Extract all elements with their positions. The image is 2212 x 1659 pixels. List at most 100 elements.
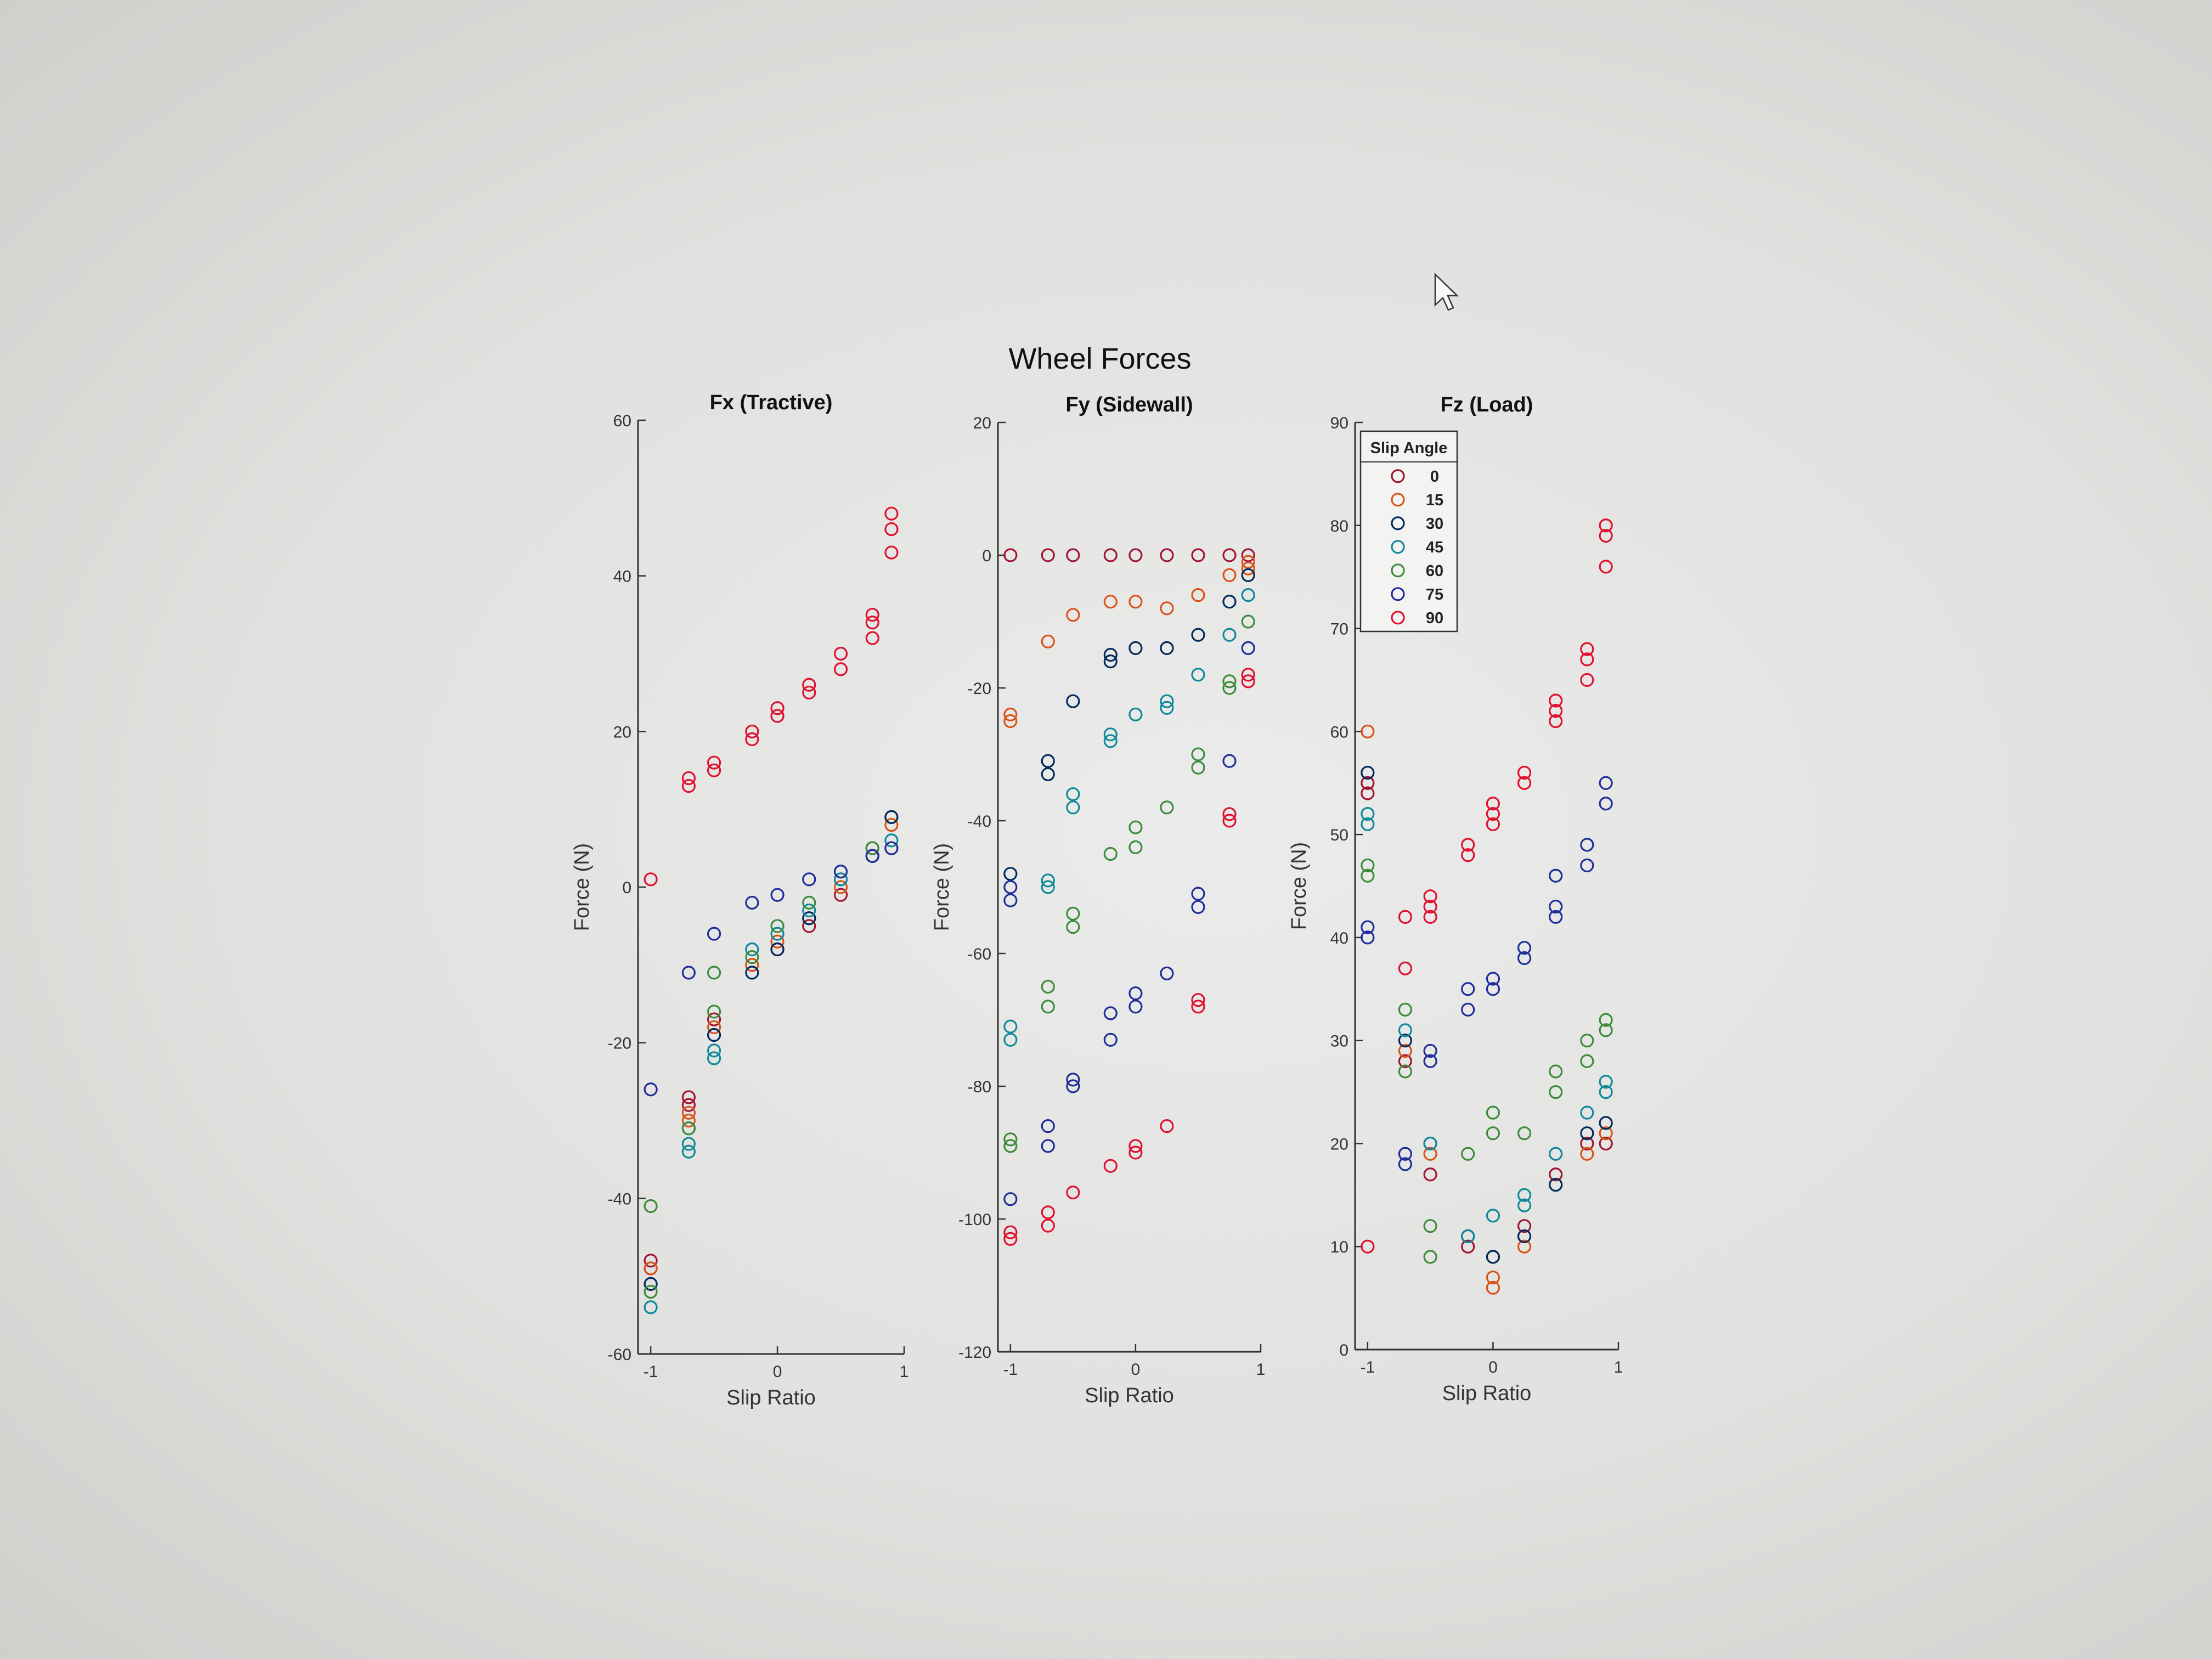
data-point (1128, 1139, 1143, 1153)
data-point (1398, 961, 1413, 975)
subplot-1[interactable]: -60 -40 -20 0 20 40 60 -1 0 1 Fx (Tractive) Slip Ra… (571, 391, 909, 1409)
data-point (745, 966, 759, 980)
data-point (1222, 568, 1237, 582)
subplot-3[interactable]: 0 10 20 30 40 50 60 70 80 90 -1 0 1 Fz (Load) Slip Rat… (1288, 393, 1623, 1405)
data-point (1041, 548, 1055, 562)
data-point (644, 1300, 658, 1314)
data-point (1128, 820, 1143, 834)
legend[interactable]: Slip Angle 0 15 30 45 60 75 90 (1359, 430, 1458, 633)
data-point (1241, 555, 1255, 569)
data-point (1361, 786, 1375, 800)
subplot-title: Fz (Load) (1441, 393, 1533, 416)
data-point (1361, 806, 1375, 821)
data-point (1461, 838, 1475, 852)
data-point (1191, 760, 1205, 775)
legend-marker (1391, 493, 1405, 507)
data-point (1461, 1147, 1475, 1161)
x-axis-label: Slip Ratio (726, 1386, 816, 1409)
legend-item-45[interactable]: 45 (1391, 539, 1443, 556)
data-point (1103, 727, 1118, 742)
data-point (1041, 1139, 1055, 1153)
data-point (1486, 797, 1500, 811)
data-point (1066, 906, 1080, 921)
data-point (833, 880, 848, 894)
data-point (1517, 1198, 1532, 1212)
data-point (1041, 979, 1055, 994)
data-point (1398, 1157, 1413, 1171)
data-point (1003, 1225, 1018, 1239)
subplot-title: Fy (Sidewall) (1065, 393, 1193, 416)
legend-label: 75 (1426, 586, 1443, 603)
legend-marker (1391, 611, 1405, 625)
data-point (1103, 847, 1118, 861)
legend-item-75[interactable]: 75 (1391, 586, 1443, 603)
data-point (770, 942, 785, 957)
y-tick-label: 20 (613, 723, 631, 741)
data-point (707, 927, 721, 941)
subplot-2[interactable]: -120 -100 -80 -60 -40 -20 0 20 -1 0 1 Fy (Sidewall)… (930, 393, 1265, 1407)
data-point (1103, 595, 1118, 609)
data-point (707, 1012, 721, 1026)
data-point (833, 662, 848, 676)
data-point (745, 942, 759, 957)
legend-box (1359, 430, 1458, 633)
data-point (707, 1043, 721, 1058)
data-point (833, 888, 848, 902)
legend-label: 90 (1426, 610, 1443, 627)
data-point (1398, 1043, 1413, 1058)
data-point (1041, 1000, 1055, 1014)
legend-item-60[interactable]: 60 (1391, 562, 1443, 580)
legend-item-15[interactable]: 15 (1391, 492, 1443, 509)
y-tick-label: 0 (1339, 1341, 1348, 1359)
data-point (865, 631, 879, 645)
data-point (681, 779, 696, 793)
y-axis-label: Force (N) (571, 843, 594, 931)
y-tick-label: -40 (968, 812, 991, 831)
series-slip-angle-90 (1361, 518, 1613, 1254)
data-point (1549, 1064, 1563, 1079)
data-point (1486, 1270, 1500, 1285)
data-point (1461, 848, 1475, 862)
legend-label: 15 (1426, 492, 1443, 509)
data-point (644, 1277, 658, 1291)
data-point (865, 849, 879, 863)
data-point (884, 817, 899, 832)
data-point (884, 841, 899, 855)
data-point (1423, 889, 1437, 904)
figure-title: Wheel Forces (1008, 342, 1191, 375)
data-point (1398, 1023, 1413, 1037)
series-slip-angle-60 (1361, 858, 1613, 1264)
data-point (1580, 838, 1594, 852)
data-point (1580, 673, 1594, 687)
series-slip-angle-30 (644, 810, 899, 1291)
data-point (1517, 1239, 1532, 1254)
data-point (1041, 1218, 1055, 1233)
y-tick-label: 90 (1330, 414, 1348, 432)
series-slip-angle-75 (1361, 776, 1613, 1171)
data-point (1003, 1139, 1018, 1153)
data-point (1423, 899, 1437, 914)
data-point (1361, 1239, 1375, 1254)
data-point (1549, 1167, 1563, 1182)
data-point (1003, 1019, 1018, 1034)
legend-title: Slip Angle (1370, 439, 1448, 457)
data-point (745, 732, 759, 747)
data-point (1103, 1032, 1118, 1047)
legend-item-0[interactable]: 0 (1391, 468, 1439, 486)
data-point (1003, 1132, 1018, 1147)
data-point (1066, 787, 1080, 802)
data-point (802, 903, 816, 918)
data-point (1549, 714, 1563, 729)
legend-item-30[interactable]: 30 (1391, 515, 1443, 533)
data-point (681, 1144, 696, 1159)
data-point (1599, 560, 1613, 574)
data-point (1191, 993, 1205, 1007)
legend-item-90[interactable]: 90 (1391, 610, 1443, 627)
data-point (1517, 941, 1532, 955)
data-point (1191, 668, 1205, 682)
data-point (1222, 548, 1237, 562)
data-point (681, 1090, 696, 1104)
x-tick-label: -1 (644, 1363, 658, 1381)
data-point (1486, 1209, 1500, 1223)
data-point (770, 919, 785, 933)
